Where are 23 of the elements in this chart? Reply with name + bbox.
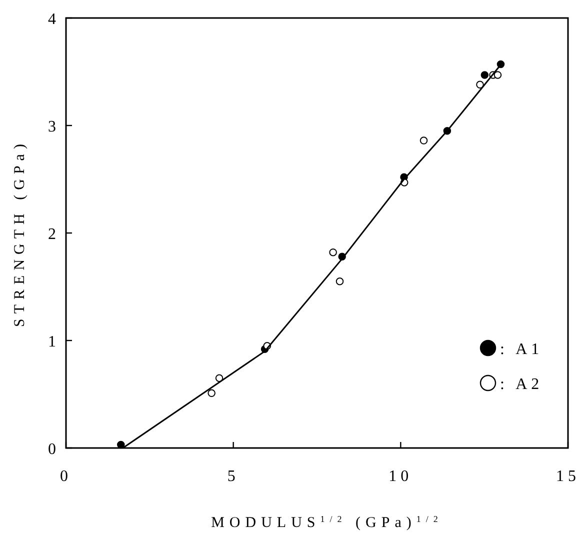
x-axis-title: MODULUS$^{1/2}$ (GPa)$^{1/2}$: [211, 514, 443, 531]
y-tick-label: 4: [48, 11, 56, 28]
point: [117, 440, 125, 449]
y-tick-label: 3: [48, 118, 56, 136]
x-tick-label: 10: [388, 468, 413, 485]
x-tick-label: 0: [60, 468, 72, 485]
x-tick-label: 15: [556, 468, 580, 485]
point: [208, 389, 216, 398]
point: [336, 277, 344, 286]
y-axis-title: STRENGTH (GPa): [12, 139, 28, 327]
point: [420, 136, 428, 144]
legend-label: : A1: [500, 341, 544, 358]
point: [494, 71, 502, 79]
legend-label: : A2: [500, 376, 544, 393]
point: [476, 80, 484, 89]
point: [496, 60, 505, 68]
y-tick-label: 0: [48, 441, 56, 458]
y-tick-label: 1: [48, 334, 56, 350]
point: [329, 248, 337, 256]
y-tick-label: 2: [48, 226, 56, 243]
point: [480, 71, 489, 79]
x-tick-label: 5: [227, 468, 240, 485]
point: [215, 374, 224, 382]
